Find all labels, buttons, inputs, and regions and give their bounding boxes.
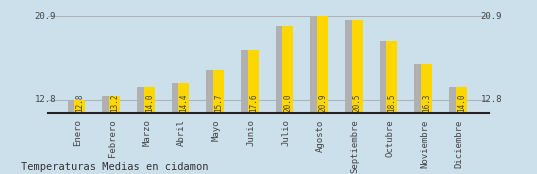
Bar — [206, 70, 217, 113]
Bar — [380, 73, 391, 113]
Bar — [282, 26, 293, 113]
Text: 20.9: 20.9 — [35, 12, 56, 21]
Bar — [415, 86, 425, 113]
Text: 12.8: 12.8 — [35, 95, 56, 104]
Bar — [352, 20, 363, 113]
Bar — [421, 64, 432, 113]
Text: 16.3: 16.3 — [422, 93, 431, 112]
Bar — [206, 89, 217, 113]
Bar — [248, 50, 259, 113]
Bar — [415, 64, 425, 113]
Text: 18.5: 18.5 — [387, 93, 396, 112]
Text: 14.0: 14.0 — [145, 93, 154, 112]
Bar — [172, 83, 183, 113]
Text: 20.0: 20.0 — [284, 93, 293, 112]
Bar — [276, 65, 287, 113]
Bar — [449, 87, 460, 113]
Bar — [276, 26, 287, 113]
Bar — [241, 78, 252, 113]
Text: 14.4: 14.4 — [179, 93, 188, 112]
Bar — [103, 96, 113, 113]
Bar — [317, 16, 328, 113]
Text: 12.8: 12.8 — [481, 95, 502, 104]
Text: 12.8: 12.8 — [75, 93, 84, 112]
Bar — [456, 87, 467, 113]
Bar — [387, 41, 397, 113]
Text: 13.2: 13.2 — [110, 93, 119, 112]
Bar — [213, 70, 224, 113]
Bar — [380, 41, 391, 113]
Bar — [310, 60, 322, 113]
Bar — [74, 100, 85, 113]
Text: 17.6: 17.6 — [249, 93, 258, 112]
Bar — [68, 106, 79, 113]
Text: 15.7: 15.7 — [214, 93, 223, 112]
Bar — [68, 100, 79, 113]
Bar — [144, 87, 155, 113]
Bar — [137, 99, 148, 113]
Bar — [103, 104, 113, 113]
Bar — [449, 99, 460, 113]
Bar — [178, 83, 190, 113]
Bar — [345, 62, 356, 113]
Bar — [310, 16, 322, 113]
Bar — [172, 97, 183, 113]
Text: Temperaturas Medias en cidamon: Temperaturas Medias en cidamon — [21, 162, 209, 172]
Bar — [137, 87, 148, 113]
Text: 14.0: 14.0 — [457, 93, 466, 112]
Text: 20.5: 20.5 — [353, 93, 362, 112]
Bar — [345, 20, 356, 113]
Text: 20.9: 20.9 — [318, 93, 327, 112]
Bar — [241, 50, 252, 113]
Text: 20.9: 20.9 — [481, 12, 502, 21]
Bar — [109, 96, 120, 113]
